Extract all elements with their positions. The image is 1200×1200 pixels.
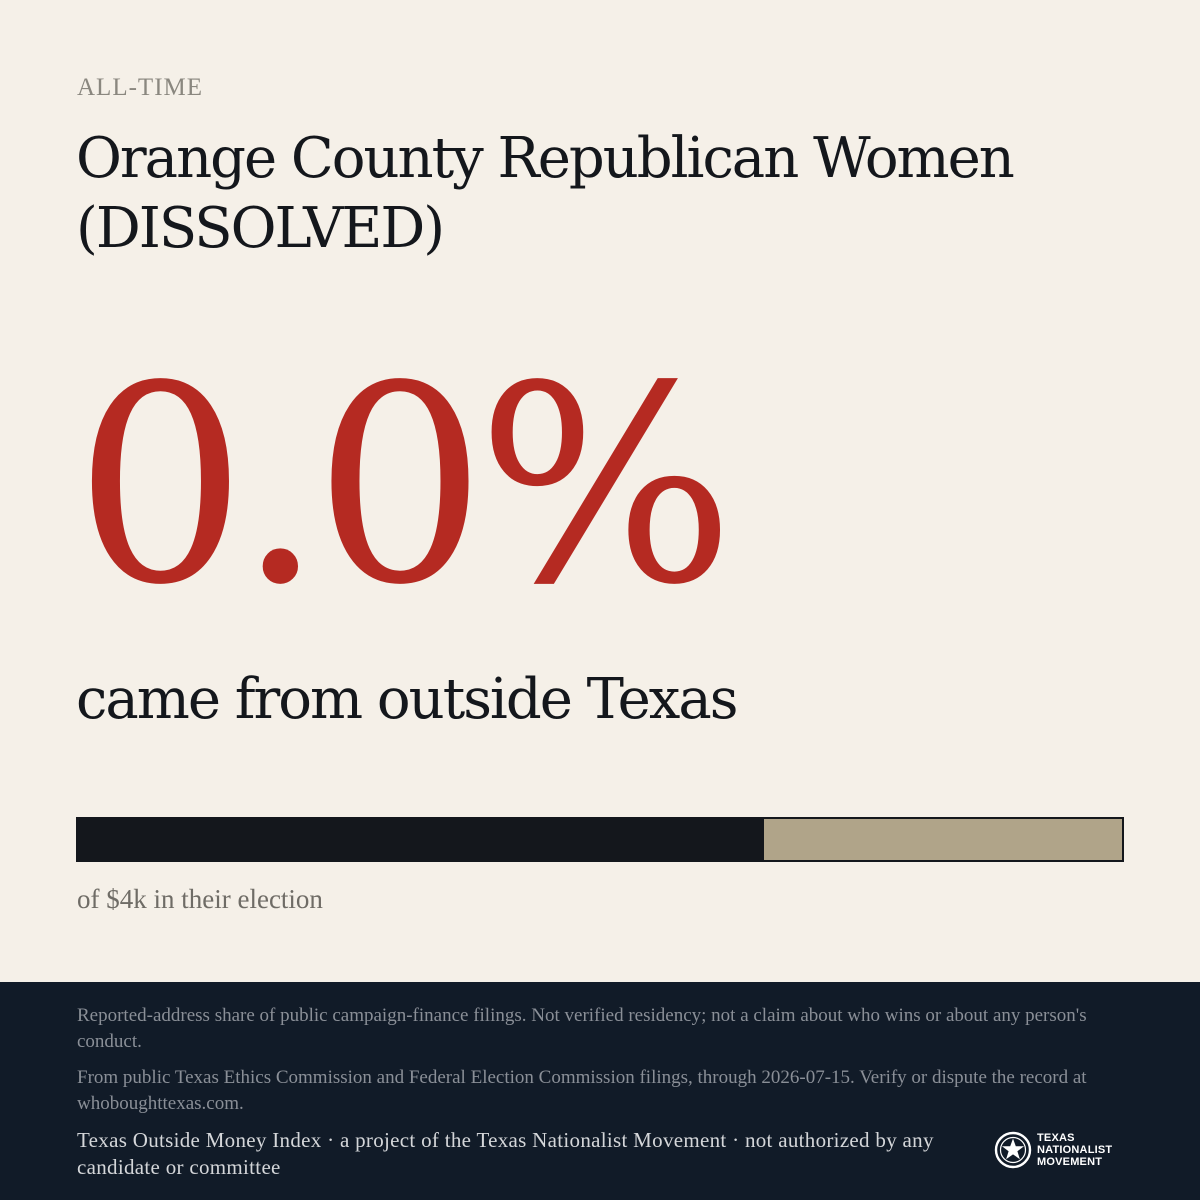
period-label: ALL-TIME xyxy=(77,74,204,101)
logo-line-1: TEXAS xyxy=(1037,1132,1075,1144)
election-total: of $4k in their election xyxy=(77,884,323,914)
disclaimer-text: Reported-address share of public campaig… xyxy=(77,1005,1087,1052)
share-bar-fill xyxy=(78,819,764,860)
logo-line-3: MOVEMENT xyxy=(1037,1156,1103,1168)
source-text: From public Texas Ethics Commission and … xyxy=(77,1067,1087,1114)
credit-text: Texas Outside Money Index · a project of… xyxy=(77,1128,934,1179)
logo-wordmark: TEXAS NATIONALIST MOVEMENT xyxy=(1037,1132,1112,1168)
footer xyxy=(0,982,1200,1200)
star-seal-icon xyxy=(994,1131,1032,1169)
headline: came from outside Texas xyxy=(76,667,738,732)
tnm-logo: TEXAS NATIONALIST MOVEMENT xyxy=(993,1130,1112,1170)
committee-title: Orange County Republican Women (DISSOLVE… xyxy=(76,126,1015,261)
share-bar xyxy=(76,817,1124,862)
logo-line-2: NATIONALIST xyxy=(1037,1144,1113,1156)
out-of-state-percent: 0.0% xyxy=(74,329,735,645)
